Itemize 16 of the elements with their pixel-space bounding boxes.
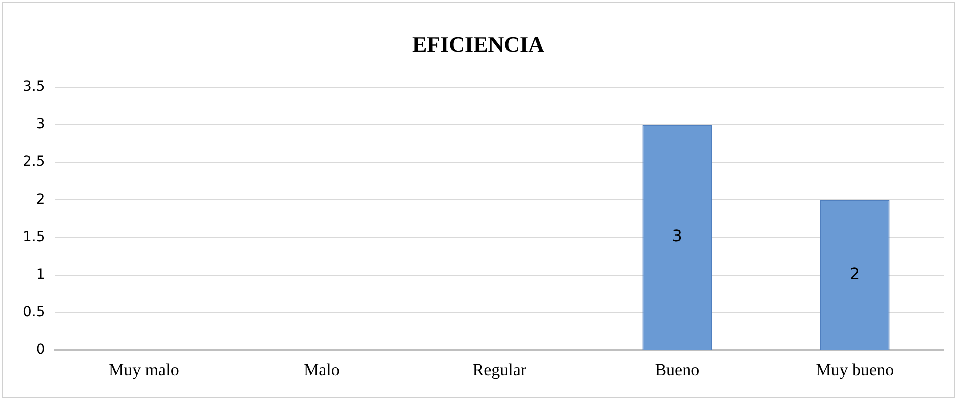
y-tick-label: 3 bbox=[36, 116, 46, 133]
chart-title: EFICIENCIA bbox=[412, 32, 545, 57]
x-tick-label: Malo bbox=[304, 360, 340, 380]
data-label: 2 bbox=[850, 264, 860, 284]
y-tick-label: 0.5 bbox=[23, 304, 46, 321]
y-tick-label: 3.5 bbox=[23, 79, 46, 96]
y-tick-label: 1.5 bbox=[23, 229, 46, 246]
x-tick-label: Regular bbox=[472, 360, 527, 380]
data-label: 3 bbox=[672, 226, 682, 246]
x-tick-label: Muy bueno bbox=[816, 360, 894, 380]
x-tick-label: Muy malo bbox=[108, 360, 180, 380]
y-tick-label: 2 bbox=[36, 192, 46, 208]
x-tick-label: Bueno bbox=[655, 360, 700, 380]
y-tick-label: 2.5 bbox=[23, 154, 46, 170]
y-tick-label: 1 bbox=[36, 267, 46, 284]
y-tick-label: 0 bbox=[36, 342, 46, 358]
